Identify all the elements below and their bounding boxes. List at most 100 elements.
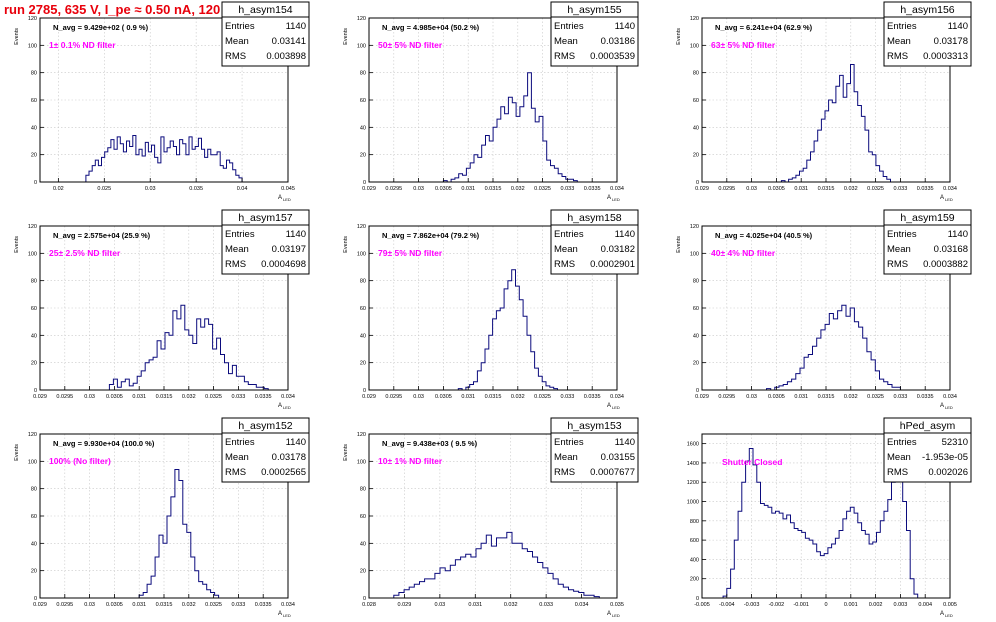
y-tick-label: 60 [31, 306, 37, 312]
histogram-name: h_asym156 [900, 4, 954, 16]
histogram-panel-h_asym152: 0 20 40 60 80 100 120 0.029 0.0295 0.03 0.0305 0.03… [14, 417, 310, 618]
y-tick-label: 80 [360, 71, 366, 77]
stats-value-mean: 0.03155 [601, 452, 635, 463]
x-tick-label: 0.034 [610, 186, 624, 192]
x-tick-label: 0.045 [281, 186, 295, 192]
histogram-panel-hPed_asym: 0 200 400 600 800 1000 1200 1400 1600 -0.005 -0.00… [687, 417, 972, 618]
stats-value-entries: 1140 [948, 21, 968, 32]
stats-value-rms: 0.0003539 [590, 51, 635, 62]
x-tick-label: 0.0325 [205, 602, 222, 608]
histogram-line [780, 64, 891, 183]
x-axis-label: ALED [607, 611, 620, 618]
y-tick-label: 1400 [687, 461, 699, 467]
stats-value-rms: 0.002026 [928, 467, 968, 478]
x-tick-label: 0.0335 [255, 602, 272, 608]
x-axis-label: ALED [278, 195, 291, 202]
x-tick-label: 0.029 [398, 602, 412, 608]
x-axis-label-main: A [607, 611, 611, 617]
y-tick-label: 20 [31, 153, 37, 159]
histogram-panel-h_asym158: 0 20 40 60 80 100 120 0.029 0.0295 0.03 0.0305 0.03… [343, 209, 639, 410]
filter-label: 25± 2.5% ND filter [49, 248, 121, 258]
x-tick-label: -0.004 [719, 602, 735, 608]
x-tick-label: 0.0325 [867, 186, 884, 192]
x-axis-label-main: A [278, 611, 282, 617]
stats-label-rms: RMS [554, 259, 575, 270]
y-tick-label: 800 [690, 519, 699, 525]
y-tick-label: 40 [693, 333, 699, 339]
x-tick-label: 0.032 [511, 394, 525, 400]
stats-label-mean: Mean [554, 36, 578, 47]
stats-label-entries: Entries [887, 229, 917, 240]
y-tick-label: 100 [28, 43, 37, 49]
stats-value-rms: 0.0007677 [590, 467, 635, 478]
stats-value-mean: 0.03178 [934, 36, 968, 47]
x-tick-label: 0.032 [504, 602, 518, 608]
y-tick-label: 0 [34, 388, 37, 394]
x-tick-label: 0 [824, 602, 827, 608]
y-axis-label: Events [343, 444, 349, 461]
stats-value-mean: 0.03141 [272, 36, 306, 47]
stats-label-entries: Entries [554, 437, 584, 448]
stats-value-rms: 0.0004698 [261, 259, 306, 270]
filter-label: 50± 5% ND filter [378, 40, 443, 50]
x-axis-label: ALED [940, 195, 953, 202]
stats-label-rms: RMS [225, 259, 246, 270]
x-tick-label: 0.031 [132, 602, 146, 608]
x-axis-label: ALED [940, 403, 953, 410]
filter-label: 1± 0.1% ND filter [49, 40, 116, 50]
x-axis-label-sub: LED [612, 405, 620, 410]
x-tick-label: 0.033 [561, 394, 575, 400]
filter-label: 100% (No filter) [49, 456, 111, 466]
y-tick-label: 40 [360, 541, 366, 547]
stats-box [883, 209, 972, 275]
stats-box [550, 417, 639, 483]
navg-text: N_avg = 7.862e+04 (79.2 %) [382, 231, 480, 240]
x-tick-label: 0.032 [182, 602, 196, 608]
y-axis-label: Events [14, 444, 20, 461]
x-axis-label-main: A [940, 611, 944, 617]
y-tick-label: 120 [28, 432, 37, 438]
navg-text: N_avg = 9.438e+03 ( 9.5 %) [382, 439, 478, 448]
y-tick-label: 0 [363, 596, 366, 602]
histogram-name: h_asym155 [567, 4, 621, 16]
filter-label: 10± 1% ND filter [378, 456, 443, 466]
stats-value-rms: 0.0002565 [261, 467, 306, 478]
histogram-line [138, 469, 220, 598]
stats-value-mean: 0.03197 [272, 244, 306, 255]
stats-label-rms: RMS [554, 51, 575, 62]
y-tick-label: 100 [357, 43, 366, 49]
histogram-name: h_asym157 [238, 212, 292, 224]
filter-label: 40± 4% ND filter [711, 248, 776, 258]
x-tick-label: 0.029 [33, 602, 47, 608]
y-tick-label: 20 [360, 153, 366, 159]
stats-label-mean: Mean [887, 36, 911, 47]
x-tick-label: 0.031 [794, 186, 808, 192]
y-tick-label: 60 [693, 98, 699, 104]
x-axis-label-sub: LED [945, 197, 953, 202]
x-tick-label: 0.033 [232, 602, 246, 608]
stats-value-mean: 0.03168 [934, 244, 968, 255]
x-axis-label-sub: LED [945, 613, 953, 618]
x-axis-label: ALED [278, 611, 291, 618]
x-tick-label: 0.029 [33, 394, 47, 400]
stats-label-mean: Mean [887, 452, 911, 463]
y-tick-label: 20 [31, 361, 37, 367]
x-tick-label: 0.0295 [56, 602, 73, 608]
y-tick-label: 200 [690, 577, 699, 583]
y-tick-label: 80 [693, 279, 699, 285]
x-tick-label: 0.002 [869, 602, 883, 608]
stats-label-rms: RMS [554, 467, 575, 478]
x-tick-label: 0.03 [145, 186, 156, 192]
y-tick-label: 80 [360, 487, 366, 493]
navg-text: N_avg = 9.930e+04 (100.0 %) [53, 439, 155, 448]
x-axis-label-sub: LED [612, 613, 620, 618]
stats-label-mean: Mean [554, 244, 578, 255]
x-tick-label: -0.003 [744, 602, 760, 608]
stats-label-rms: RMS [887, 259, 908, 270]
histogram-name: h_asym153 [567, 420, 621, 432]
stats-label-entries: Entries [225, 21, 255, 32]
x-tick-label: 0.0295 [385, 394, 402, 400]
navg-text: N_avg = 9.429e+02 ( 0.9 %) [53, 23, 149, 32]
x-tick-label: 0.001 [844, 602, 858, 608]
y-tick-label: 120 [28, 224, 37, 230]
